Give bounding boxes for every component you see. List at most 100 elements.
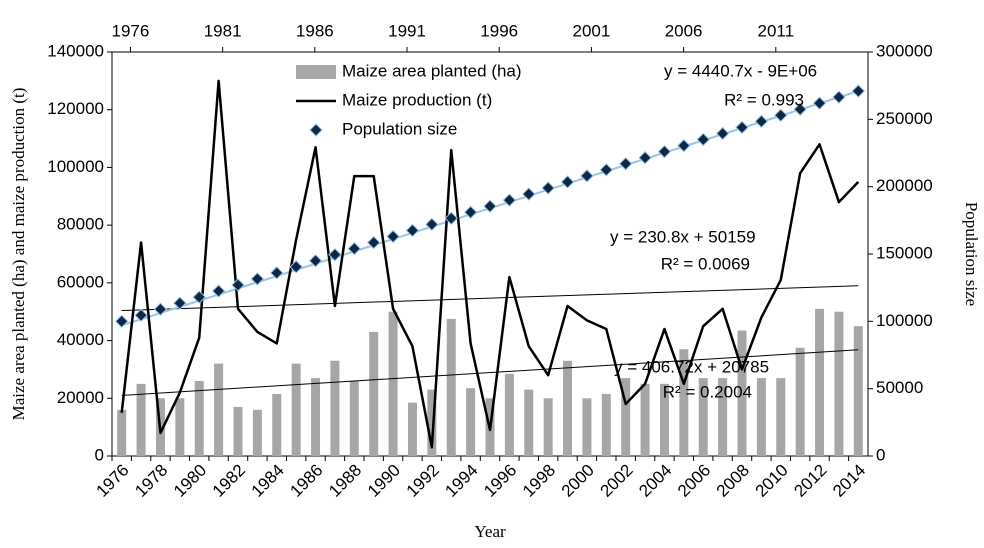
bar	[698, 378, 708, 456]
marker	[580, 169, 594, 183]
bar	[233, 406, 243, 456]
y-tick-label: 40000	[57, 330, 104, 349]
annotation: y = 406.72x + 20785	[614, 357, 769, 376]
x2-tick-label: 1991	[388, 21, 426, 40]
x-tick-label: 1994	[441, 461, 481, 501]
marker	[250, 272, 265, 286]
marker	[793, 102, 807, 116]
x2-tick-label: 2001	[573, 21, 611, 40]
bar	[679, 349, 689, 456]
marker	[231, 278, 245, 292]
x2-tick-label: 1996	[480, 21, 518, 40]
marker	[832, 90, 846, 104]
x2-tick-label: 2011	[758, 21, 795, 40]
marker	[696, 132, 710, 147]
annotation: y = 4440.7x - 9E+06	[664, 61, 817, 80]
legend-label: Maize production (t)	[342, 90, 492, 109]
x-tick-label: 2006	[674, 461, 714, 501]
marker	[638, 151, 652, 165]
x-tick-label: 1988	[325, 461, 365, 501]
marker	[541, 181, 555, 195]
marker	[483, 199, 497, 213]
marker	[735, 120, 749, 135]
bar	[834, 311, 844, 456]
marker	[599, 163, 614, 177]
bar	[776, 378, 786, 456]
bar	[659, 383, 669, 456]
marker	[677, 138, 691, 153]
legend-swatch	[296, 65, 336, 79]
x-tick-label: 1982	[209, 461, 249, 501]
marker	[522, 187, 536, 201]
marker	[425, 217, 439, 232]
y-tick-label: 20000	[57, 388, 104, 407]
bar	[621, 378, 631, 456]
x2-tick-label: 2006	[665, 21, 703, 40]
bar	[524, 389, 534, 456]
x-tick-label: 2014	[829, 461, 869, 501]
marker	[560, 175, 575, 189]
y2-tick-label: 100000	[876, 311, 933, 330]
bar	[194, 380, 204, 456]
x-axis-title: Year	[474, 522, 506, 541]
bar	[795, 347, 805, 456]
bar	[291, 363, 301, 456]
bar	[175, 398, 185, 456]
y2-tick-label: 0	[876, 445, 885, 464]
y2-axis-title: Population size	[962, 202, 981, 306]
marker	[289, 260, 303, 274]
marker	[134, 308, 148, 322]
annotation: R² = 0.0069	[661, 254, 750, 273]
x-tick-label: 1986	[286, 461, 326, 501]
y-axis-title: Maize area planted (ha) and maize produc…	[9, 88, 28, 421]
line-series	[120, 79, 860, 449]
x-tick-label: 2004	[635, 461, 675, 501]
bar	[640, 383, 650, 456]
x2-tick-label: 1976	[112, 21, 150, 40]
y-tick-label: 140000	[47, 41, 104, 60]
x-tick-label: 1992	[403, 461, 443, 501]
marker	[308, 254, 323, 268]
marker	[211, 284, 226, 298]
marker	[657, 144, 672, 159]
bar	[427, 389, 437, 456]
bar	[252, 409, 262, 456]
marker	[173, 296, 187, 310]
annotation: R² = 0.2004	[663, 382, 752, 401]
bar	[466, 388, 476, 456]
annotation: R² = 0.993	[724, 90, 804, 109]
bar	[407, 402, 417, 456]
bar	[815, 308, 825, 456]
x2-tick-label: 1986	[296, 21, 334, 40]
x-tick-label: 1980	[170, 461, 210, 501]
y-tick-label: 60000	[57, 272, 104, 291]
bar	[330, 360, 340, 456]
bar	[446, 318, 456, 456]
marker	[270, 266, 284, 280]
marker	[618, 157, 633, 171]
bar	[349, 380, 359, 456]
bar	[136, 383, 146, 456]
bar	[737, 330, 747, 456]
bar	[369, 331, 379, 456]
bar	[272, 393, 282, 456]
bar	[718, 378, 728, 456]
bar	[311, 378, 321, 456]
marker	[774, 108, 788, 123]
bar	[601, 393, 611, 456]
marker	[192, 290, 206, 304]
marker	[851, 84, 866, 98]
y-tick-label: 0	[95, 445, 104, 464]
bar	[388, 311, 398, 456]
x-tick-label: 1998	[519, 461, 559, 501]
y-tick-label: 120000	[47, 99, 104, 118]
x-tick-label: 2000	[558, 461, 598, 501]
marker	[502, 193, 517, 207]
marker	[463, 205, 478, 219]
y2-tick-label: 250000	[876, 109, 933, 128]
y2-tick-label: 150000	[876, 243, 933, 262]
bar	[853, 326, 863, 456]
marker	[328, 247, 342, 262]
marker	[715, 126, 730, 141]
